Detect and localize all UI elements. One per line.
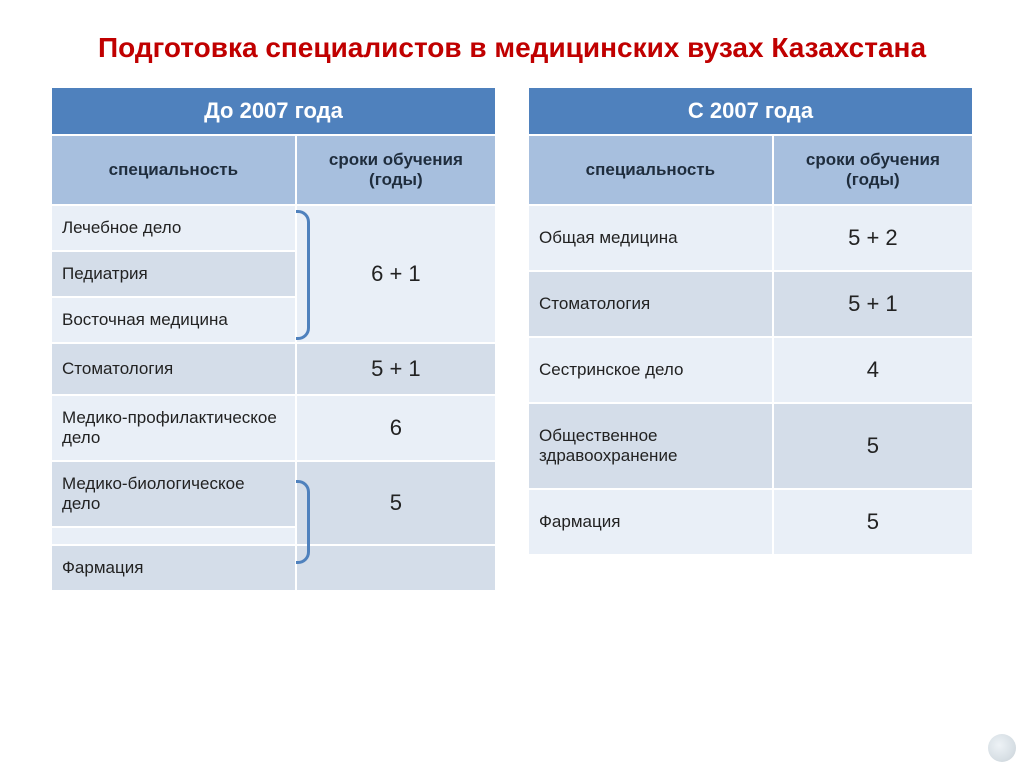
right-col2-header: сроки обучения (годы)	[773, 135, 973, 205]
spec-cell: Фармация	[528, 489, 773, 555]
spec-cell: Лечебное дело	[51, 205, 296, 251]
left-table: До 2007 года специальность сроки обучени…	[50, 86, 497, 592]
value-cell: 5 + 2	[773, 205, 973, 271]
table-row: Лечебное дело 6 + 1	[51, 205, 496, 251]
value-cell: 5	[773, 489, 973, 555]
spec-cell	[51, 527, 296, 545]
table-row: Фармация	[51, 545, 496, 591]
value-cell: 5	[773, 403, 973, 489]
spec-cell: Стоматология	[528, 271, 773, 337]
spec-cell: Педиатрия	[51, 251, 296, 297]
watermark-icon	[988, 734, 1016, 762]
value-cell	[296, 545, 496, 591]
left-col1-header: специальность	[51, 135, 296, 205]
spec-cell: Стоматология	[51, 343, 296, 395]
right-table-col: С 2007 года специальность сроки обучения…	[527, 86, 974, 592]
table-row: Стоматология 5 + 1	[528, 271, 973, 337]
table-row: Медико-биологическое дело 5	[51, 461, 496, 527]
left-col2-header: сроки обучения (годы)	[296, 135, 496, 205]
left-period-header: До 2007 года	[51, 87, 496, 135]
table-row: Общая медицина 5 + 2	[528, 205, 973, 271]
left-table-col: До 2007 года специальность сроки обучени…	[50, 86, 497, 592]
right-table: С 2007 года специальность сроки обучения…	[527, 86, 974, 556]
spec-cell: Общественное здравоохранение	[528, 403, 773, 489]
table-row: Сестринское дело 4	[528, 337, 973, 403]
right-col1-header: специальность	[528, 135, 773, 205]
spec-cell: Общая медицина	[528, 205, 773, 271]
value-cell: 5 + 1	[296, 343, 496, 395]
value-cell: 5 + 1	[773, 271, 973, 337]
spec-cell: Медико-профилактическое дело	[51, 395, 296, 461]
table-row: Медико-профилактическое дело 6	[51, 395, 496, 461]
right-period-header: С 2007 года	[528, 87, 973, 135]
slide-title: Подготовка специалистов в медицинских ву…	[0, 0, 1024, 86]
spec-cell: Восточная медицина	[51, 297, 296, 343]
table-row: Фармация 5	[528, 489, 973, 555]
value-cell: 4	[773, 337, 973, 403]
table-row: Стоматология 5 + 1	[51, 343, 496, 395]
value-cell: 6	[296, 395, 496, 461]
value-cell: 6 + 1	[296, 205, 496, 343]
spec-cell: Фармация	[51, 545, 296, 591]
spec-cell: Сестринское дело	[528, 337, 773, 403]
table-row: Общественное здравоохранение 5	[528, 403, 973, 489]
value-cell: 5	[296, 461, 496, 545]
tables-container: До 2007 года специальность сроки обучени…	[0, 86, 1024, 592]
spec-cell: Медико-биологическое дело	[51, 461, 296, 527]
